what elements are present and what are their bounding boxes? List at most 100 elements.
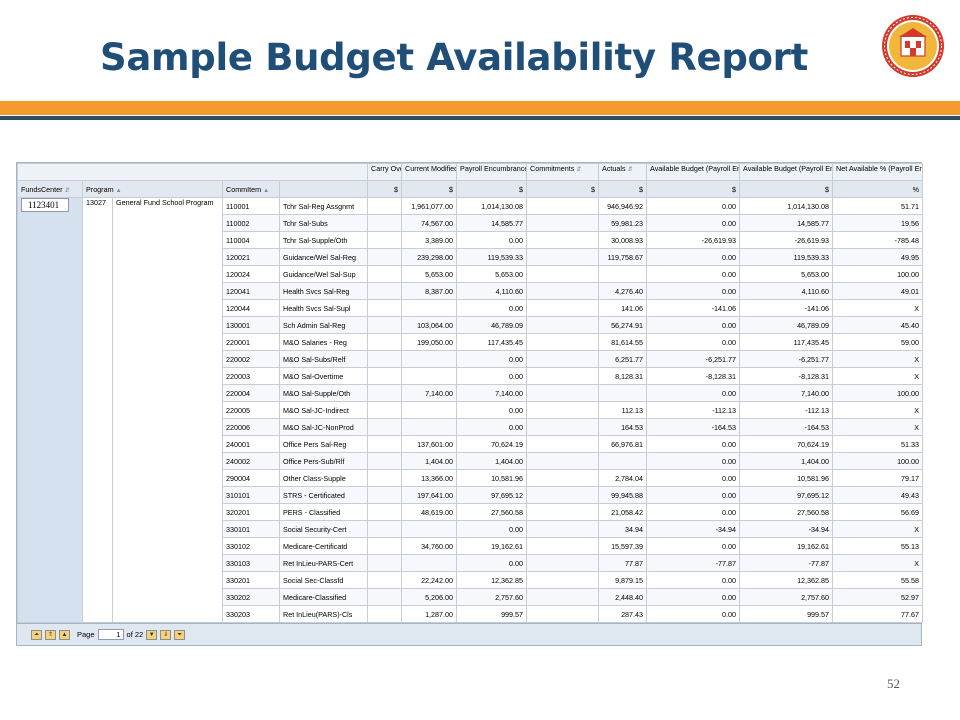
dim-program[interactable]: Program ▲	[82, 180, 223, 198]
commitment-item-cell: 320201	[222, 503, 280, 521]
current-modified-budget-cell: 8,387.00	[401, 282, 458, 300]
commitment-item-cell: 220004	[222, 384, 280, 402]
available-not-deducted-cell: 4,110.60	[739, 282, 834, 300]
available-deducted-cell: 0.00	[646, 197, 741, 215]
available-not-deducted-cell: 1,404.00	[739, 452, 834, 470]
col-current-modified-budget[interactable]: Current Modified Budget ⇵	[401, 163, 458, 181]
available-deducted-cell: 0.00	[646, 214, 741, 232]
carry-over-cell	[367, 384, 403, 402]
col-actuals-label: Actuals	[602, 164, 626, 174]
commitments-cell	[526, 384, 600, 402]
carry-over-cell	[367, 367, 403, 385]
payroll-encumbrance-cell: 70,624.19	[456, 435, 528, 453]
actuals-cell: 21,058.42	[598, 503, 648, 521]
net-available-cell: 52.97	[832, 588, 924, 606]
available-not-deducted-cell: 117,435.45	[739, 333, 834, 351]
actuals-cell: 77.87	[598, 554, 648, 572]
table-row: 220004 M&O Sal-Supple/Oth 7,140.00 7,140.00…	[18, 384, 924, 402]
unit-avail-d: $	[646, 180, 741, 198]
dim-commitment-item[interactable]: CommItem ▲	[222, 180, 280, 198]
description-cell: Other Class-Supple	[278, 469, 369, 487]
commitment-item-cell: 330101	[222, 520, 280, 538]
commitment-item-cell: 130001	[222, 316, 280, 334]
carry-over-cell	[367, 435, 403, 453]
commitment-item-cell: 330203	[222, 605, 280, 623]
actuals-cell: 30,008.93	[598, 231, 648, 249]
commitments-cell	[526, 486, 600, 504]
available-not-deducted-cell: 2,757.60	[739, 588, 834, 606]
table-row: 130001 Sch Admin Sal-Reg 103,064.00 46,789.…	[18, 316, 924, 334]
current-modified-budget-cell	[401, 554, 458, 572]
current-modified-budget-cell: 5,206.00	[401, 588, 458, 606]
table-row: 120041 Health Svcs Sal-Reg 8,387.00 4,110.6…	[18, 282, 924, 300]
net-available-cell: 45.40	[832, 316, 924, 334]
actuals-cell: 81,614.55	[598, 333, 648, 351]
actuals-cell: 4,276.40	[598, 282, 648, 300]
net-available-cell: X	[832, 418, 924, 436]
description-cell: PERS - Classified	[278, 503, 369, 521]
next-page-down-icon[interactable]: ⇓	[160, 629, 172, 640]
col-carry-over[interactable]: Carry Over ⇵	[367, 163, 403, 181]
payroll-encumbrance-cell: 5,653.00	[456, 265, 528, 283]
col-actuals[interactable]: Actuals ⇵	[598, 163, 648, 181]
commitments-cell	[526, 554, 600, 572]
last-page-icon[interactable]: ⏷	[174, 629, 186, 640]
col-available-not-deducted[interactable]: Available Budget (Payroll Encumbrance No…	[739, 163, 834, 181]
available-not-deducted-cell: 7,140.00	[739, 384, 834, 402]
col-commitments[interactable]: Commitments ⇵	[526, 163, 600, 181]
available-not-deducted-cell: 27,560.58	[739, 503, 834, 521]
available-not-deducted-cell: 70,624.19	[739, 435, 834, 453]
col-payroll-encumbrances[interactable]: Payroll Encumbrances ⇵	[456, 163, 528, 181]
actuals-cell: 164.53	[598, 418, 648, 436]
carry-over-cell	[367, 333, 403, 351]
commitments-cell	[526, 435, 600, 453]
commitment-item-cell: 120024	[222, 265, 280, 283]
description-cell: Medicare-Classified	[278, 588, 369, 606]
carry-over-cell	[367, 418, 403, 436]
col-net-available[interactable]: Net Available % (Payroll Encumbrance Not…	[832, 163, 924, 181]
description-cell: Health Svcs Sal-Reg	[278, 282, 369, 300]
commitment-item-cell: 120021	[222, 248, 280, 266]
next-page-icon[interactable]: ▼	[146, 629, 158, 640]
payroll-encumbrance-cell: 12,362.85	[456, 571, 528, 589]
payroll-encumbrance-cell: 7,140.00	[456, 384, 528, 402]
payroll-encumbrance-cell: 0.00	[456, 520, 528, 538]
net-available-cell: 55.58	[832, 571, 924, 589]
report-body: 1123401 13027 General Fund School Progra…	[17, 197, 924, 623]
carry-over-cell	[367, 452, 403, 470]
actuals-cell: 8,128.31	[598, 367, 648, 385]
table-row: 330103 Ret InLieu-PARS-Cert 0.00 77.87 -77.8…	[18, 554, 924, 572]
carry-over-cell	[367, 605, 403, 623]
current-modified-budget-cell: 22,242.00	[401, 571, 458, 589]
available-deducted-cell: -34.94	[646, 520, 741, 538]
previous-page-icon[interactable]: ▲	[59, 629, 70, 640]
description-cell: Sch Admin Sal-Reg	[278, 316, 369, 334]
first-page-icon[interactable]: ⏶	[31, 629, 42, 640]
payroll-encumbrance-cell: 10,581.96	[456, 469, 528, 487]
unit-actuals: $	[598, 180, 648, 198]
table-row: 120021 Guidance/Wel Sal-Reg 239,298.00 119,…	[18, 248, 924, 266]
net-available-cell: -785.48	[832, 231, 924, 249]
commitments-cell	[526, 214, 600, 232]
header-row-measures: Carry Over ⇵ Current Modified Budget ⇵ P…	[16, 163, 924, 181]
header-orange-bar	[0, 101, 960, 115]
description-cell: Tchr Sal-Supple/Oth	[278, 231, 369, 249]
commitment-item-cell: 120041	[222, 282, 280, 300]
col-available-deducted[interactable]: Available Budget (Payroll Encumbrance De…	[646, 163, 741, 181]
previous-page-up-icon[interactable]: ⇑	[45, 629, 56, 640]
dim-funds-center[interactable]: FundsCenter ⇵	[17, 180, 83, 198]
commitments-cell	[526, 367, 600, 385]
current-modified-budget-cell: 137,601.00	[401, 435, 458, 453]
table-row: 220001 M&O Salaries - Reg 199,050.00 117,43…	[18, 333, 924, 351]
description-cell: M&O Sal-JC-NonProd	[278, 418, 369, 436]
table-row: 120044 Health Svcs Sal-Supl 0.00 141.06 -141…	[18, 299, 924, 317]
page-number-input[interactable]	[97, 629, 124, 640]
funds-center-value[interactable]: 1123401	[21, 198, 69, 212]
carry-over-cell	[367, 401, 403, 419]
available-deducted-cell: 0.00	[646, 537, 741, 555]
actuals-cell: 99,945.88	[598, 486, 648, 504]
available-deducted-cell: 0.00	[646, 265, 741, 283]
description-cell: M&O Sal-JC-Indirect	[278, 401, 369, 419]
actuals-cell	[598, 384, 648, 402]
carry-over-cell	[367, 350, 403, 368]
